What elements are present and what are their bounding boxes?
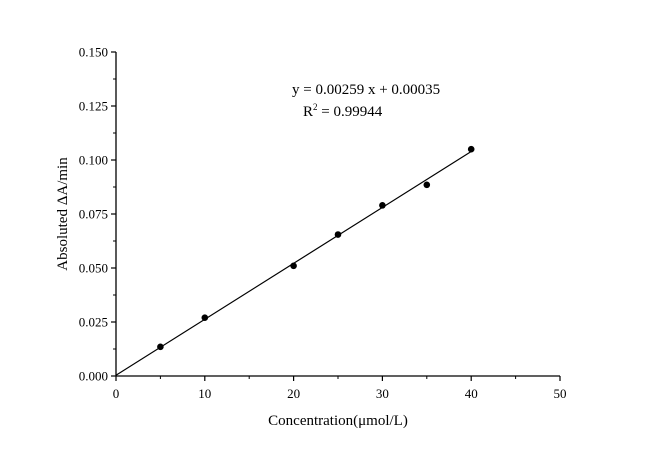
- y-tick-label: 0.025: [79, 315, 108, 330]
- y-axis-label: Absoluted ΔA/min: [55, 157, 71, 271]
- fit-equation: y = 0.00259 x + 0.00035: [292, 82, 440, 98]
- y-tick-label: 0.000: [79, 369, 108, 384]
- data-point: [379, 202, 386, 209]
- data-point: [334, 231, 342, 238]
- x-tick-label: 0: [113, 386, 120, 401]
- data-point: [157, 343, 164, 351]
- x-tick-label: 30: [376, 386, 389, 401]
- x-tick-label: 40: [465, 386, 478, 401]
- y-tick-label: 0.150: [79, 45, 108, 60]
- y-tick-label: 0.075: [79, 207, 108, 222]
- x-tick-label: 20: [287, 386, 300, 401]
- x-tick-label: 50: [554, 386, 567, 401]
- data-points: [157, 145, 475, 351]
- axes: 0 10 20 30 40 50 0.000 0.025 0.050 0.075 0.100 0.12…: [79, 45, 567, 402]
- data-point: [423, 181, 431, 189]
- y-tick-label: 0.050: [79, 261, 108, 276]
- x-axis-label: Concentration(μmol/L): [268, 413, 408, 429]
- data-point: [467, 145, 475, 153]
- data-point: [290, 262, 297, 270]
- r-squared: R2 = 0.99944: [303, 102, 383, 120]
- x-tick-label: 10: [198, 386, 211, 401]
- data-point: [201, 314, 209, 321]
- y-tick-label: 0.125: [79, 99, 108, 114]
- y-tick-label: 0.100: [79, 153, 108, 168]
